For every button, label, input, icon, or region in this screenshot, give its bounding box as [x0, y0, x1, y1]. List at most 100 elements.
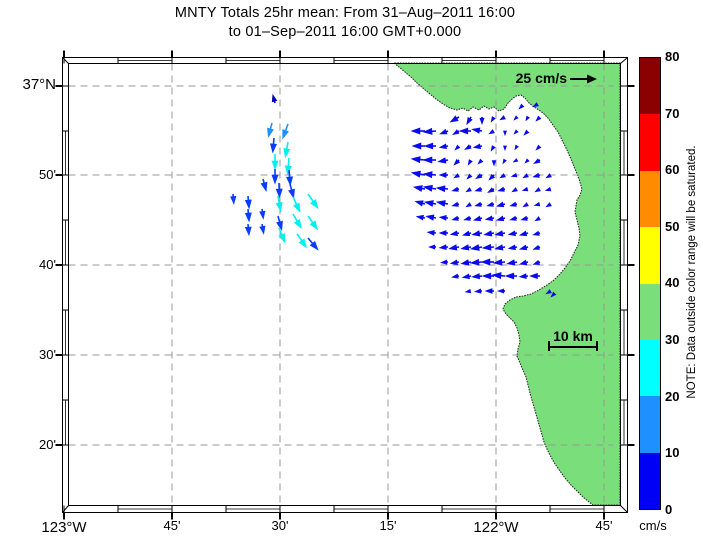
current-vector-head — [423, 142, 434, 150]
current-vector-head — [484, 215, 493, 222]
current-vector-head — [499, 115, 506, 121]
colorbar-tick-label: 60 — [665, 162, 680, 178]
current-vector-head — [428, 244, 436, 250]
current-vector-head — [293, 202, 301, 213]
current-vector-head — [278, 232, 286, 244]
current-vector-head — [503, 145, 507, 152]
figure-title-line2: to 01–Sep–2011 16:00 GMT+0.000 — [228, 24, 462, 40]
current-vector-head — [479, 117, 485, 125]
current-vector-head — [453, 173, 460, 179]
current-vector-head — [509, 201, 517, 207]
current-vector-head — [535, 115, 542, 122]
current-vector-head — [545, 173, 552, 179]
x-tick-label: 15' — [379, 518, 397, 533]
current-vector-head — [440, 259, 448, 265]
current-vector-head — [453, 158, 461, 166]
current-vector-head — [298, 238, 308, 249]
current-vector-head — [410, 127, 421, 135]
current-vector-head — [309, 220, 319, 231]
current-vector-head — [510, 172, 518, 178]
colorbar-segment-70-80 — [640, 58, 660, 115]
current-vector-head — [529, 272, 538, 280]
current-vector-head — [461, 273, 470, 280]
current-vector-head — [275, 188, 283, 199]
current-vector-head — [474, 288, 482, 294]
current-vector-head — [460, 259, 470, 266]
current-vector-head — [495, 215, 505, 222]
current-vector-head — [477, 158, 484, 165]
land-polygon — [392, 62, 621, 506]
current-vector-head — [474, 186, 482, 192]
map-frame-bevel — [62, 505, 69, 513]
current-vector-head — [464, 144, 472, 150]
current-vector-head — [499, 173, 506, 179]
current-vector-head — [230, 195, 237, 205]
current-vector-head — [283, 148, 291, 159]
current-vector-head — [521, 186, 529, 192]
current-vector-head — [454, 144, 461, 151]
current-vector-head — [522, 202, 529, 208]
current-vector-head — [481, 243, 492, 251]
current-vector-head — [469, 258, 480, 266]
current-vector-head — [412, 185, 423, 192]
current-vector-head — [550, 291, 557, 298]
current-vector-head — [523, 129, 530, 136]
colorbar-segment-60-70 — [640, 114, 660, 171]
current-vector-head — [491, 272, 502, 280]
current-vector-head — [435, 200, 446, 207]
current-vector-head — [488, 173, 496, 181]
colorbar-segment-10-20 — [640, 396, 660, 453]
saturation-note: NOTE: Data outside color range will be s… — [686, 145, 698, 399]
current-vector-head — [471, 230, 481, 237]
current-vector-head — [310, 199, 319, 210]
current-vector-head — [480, 258, 491, 266]
current-vector-head — [466, 173, 473, 180]
map-frame-bevel — [620, 57, 628, 64]
colorbar-segment-0-10 — [640, 452, 660, 509]
current-vector-head — [544, 186, 552, 192]
current-vector-head — [271, 160, 279, 171]
current-vector-head — [525, 115, 530, 122]
current-vector-head — [425, 214, 435, 221]
current-vector-head — [435, 185, 446, 193]
current-vector-head — [518, 259, 528, 266]
reference-vector-arrowhead — [587, 74, 597, 84]
current-vector-head — [426, 230, 435, 236]
current-vector-head — [422, 156, 433, 164]
current-vector-head — [507, 230, 516, 237]
current-vector-head — [286, 176, 294, 187]
current-vector-head — [271, 93, 278, 103]
current-vector-head — [471, 273, 481, 280]
map-frame-bevel — [62, 57, 69, 64]
current-vector-head — [270, 143, 277, 154]
current-vector-head — [244, 212, 252, 223]
colorbar-segment-40-50 — [640, 227, 660, 284]
colorbar-units: cm/s — [639, 518, 667, 533]
current-vector-head — [460, 244, 470, 251]
current-vector-head — [437, 157, 447, 164]
colorbar-tick-label: 30 — [665, 332, 680, 347]
current-vector-head — [422, 184, 433, 192]
current-vector-head — [449, 230, 458, 237]
current-vector-head — [518, 103, 525, 110]
current-vector-head — [422, 171, 433, 179]
current-vector-head — [451, 273, 459, 279]
current-vector-head — [438, 172, 447, 178]
colorbar-segment-20-30 — [640, 339, 660, 397]
current-vector-head — [271, 174, 279, 185]
current-vector-head — [267, 127, 274, 138]
current-vector-head — [451, 215, 459, 221]
colorbar-tick-label: 0 — [665, 501, 673, 517]
current-vector-head — [415, 214, 424, 221]
current-vector-head — [465, 187, 472, 193]
current-vector-head — [411, 142, 422, 150]
current-vector-head — [483, 230, 493, 237]
current-vector-head — [259, 225, 266, 235]
current-vector-head — [507, 244, 516, 251]
map-frame-bevel — [620, 505, 628, 513]
current-vector-head — [513, 129, 519, 135]
current-vector-head — [518, 244, 528, 251]
scale-bar-label: 10 km — [553, 328, 593, 344]
reference-vector-label: 25 cm/s — [515, 70, 567, 86]
current-vector-head — [410, 170, 421, 178]
